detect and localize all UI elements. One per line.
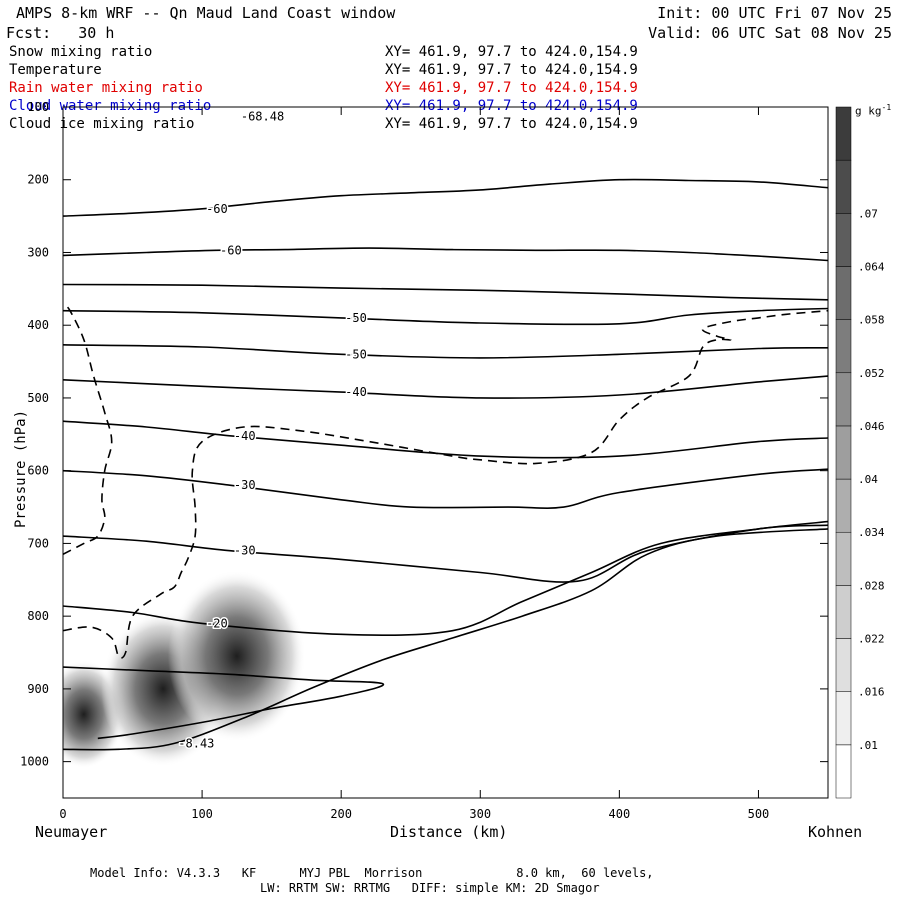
- field-name: Rain water mixing ratio: [9, 80, 203, 96]
- init-time: Init: 00 UTC Fri 07 Nov 25: [657, 4, 892, 22]
- field-name: Snow mixing ratio: [9, 44, 153, 60]
- colorbar-bin: [835, 372, 852, 427]
- y-tick-label: 500: [27, 391, 49, 405]
- temperature-contour: [63, 420, 828, 459]
- cloud-ice-contour: [63, 302, 113, 556]
- colorbar-tick-label: .04: [858, 473, 878, 486]
- contour-label: -50: [345, 311, 367, 325]
- cloud-ice-contour: [63, 309, 828, 659]
- field-xy-range: XY= 461.9, 97.7 to 424.0,154.9: [385, 62, 638, 78]
- temperature-contour: [63, 283, 828, 301]
- x-tick-label: 300: [469, 807, 491, 821]
- contour-label: -20: [206, 616, 228, 630]
- contour-label: -30: [234, 478, 256, 492]
- y-tick-label: 800: [27, 609, 49, 623]
- colorbar-tick-label: .058: [858, 314, 885, 327]
- colorbar-tick-label: .016: [858, 686, 885, 699]
- colorbar-tick-label: .064: [858, 260, 885, 273]
- colorbar-tick-label: .028: [858, 579, 885, 592]
- temperature-contour: [63, 344, 828, 359]
- annotation-label: -68.48: [241, 110, 284, 124]
- colorbar-tick-label: .046: [858, 420, 885, 433]
- temperature-contour: [63, 247, 828, 262]
- axes: 0 100 200 300 400 500 100 200 300 400 500 600 700 800…: [20, 100, 828, 821]
- y-tick-label: 1000: [20, 755, 49, 769]
- colorbar-tick-label: .01: [858, 739, 878, 752]
- x-tick-label: 200: [330, 807, 352, 821]
- field-name: Cloud water mixing ratio: [9, 98, 212, 114]
- colorbar-bin: [835, 744, 852, 799]
- x-tick-label: 100: [191, 807, 213, 821]
- plot-frame: [62, 106, 829, 799]
- temperature-contours: [63, 178, 828, 751]
- colorbar-bin: [835, 531, 852, 586]
- snow-shading: [63, 570, 306, 769]
- snow-maximum: [167, 570, 306, 743]
- model-info: Model Info: V4.3.3 KF MYJ PBL Morrison 8…: [90, 866, 654, 880]
- y-tick-label: 400: [27, 318, 49, 332]
- temperature-contour: [63, 468, 828, 509]
- y-axis-title: Pressure (hPa): [13, 409, 30, 529]
- physics-info: LW: RRTM SW: RRTMG DIFF: simple KM: 2D S…: [260, 881, 600, 895]
- y-tick-label: 200: [27, 173, 49, 187]
- temperature-contour: [63, 307, 828, 326]
- cloud-ice-contours: [63, 302, 828, 659]
- field-name: Temperature: [9, 62, 102, 78]
- colorbar-bin: [835, 319, 852, 374]
- temperature-contour: [63, 178, 828, 217]
- contour-label: -30: [234, 544, 256, 558]
- contour-labels: -60 -60 -50 -50 -40 -40 -30 -30 -20 -8.43 -68.48: [177, 110, 369, 752]
- colorbar-tick-label: .022: [858, 633, 885, 646]
- contour-label: -40: [234, 429, 256, 443]
- contour-label: -8.43: [178, 736, 214, 750]
- valid-time: Valid: 06 UTC Sat 08 Nov 25: [648, 24, 892, 42]
- y-tick-label: 600: [27, 464, 49, 478]
- colorbar: .01 .016 .022 .028 .034 .04 .046 .052 .058 .064 .0…: [835, 106, 885, 799]
- y-tick-label: 100: [27, 100, 49, 114]
- colorbar-bin: [835, 478, 852, 533]
- temperature-contour: [63, 528, 828, 751]
- x-tick-label: 400: [609, 807, 631, 821]
- contour-label: -60: [206, 202, 228, 216]
- contour-label: -40: [345, 385, 367, 399]
- colorbar-bin: [835, 159, 852, 214]
- field-name: Cloud ice mixing ratio: [9, 116, 195, 132]
- x-tick-label: 0: [59, 807, 66, 821]
- x-tick-label: 500: [748, 807, 770, 821]
- colorbar-bin: [835, 106, 852, 161]
- colorbar-unit: g kg-1: [855, 103, 892, 118]
- contour-label: -50: [345, 347, 367, 361]
- colorbar-bin: [835, 425, 852, 480]
- field-xy-range: XY= 461.9, 97.7 to 424.0,154.9: [385, 98, 638, 114]
- field-xy-range: XY= 461.9, 97.7 to 424.0,154.9: [385, 80, 638, 96]
- temperature-contour: [63, 666, 384, 740]
- chart-title: AMPS 8-km WRF -- Qn Maud Land Coast wind…: [16, 4, 396, 22]
- field-xy-range: XY= 461.9, 97.7 to 424.0,154.9: [385, 116, 638, 132]
- colorbar-tick-label: .052: [858, 367, 885, 380]
- forecast-hour: Fcst: 30 h: [6, 24, 115, 42]
- temperature-contour: [63, 520, 828, 636]
- y-tick-label: 700: [27, 536, 49, 550]
- colorbar-bin: [835, 691, 852, 746]
- colorbar-bin: [835, 213, 852, 267]
- colorbar-bin: [835, 266, 852, 320]
- colorbar-tick-label: .07: [858, 207, 878, 220]
- contour-label: -60: [220, 243, 242, 257]
- colorbar-bin: [835, 585, 852, 639]
- field-xy-range: XY= 461.9, 97.7 to 424.0,154.9: [385, 44, 638, 60]
- x-endpoint-right: Kohnen: [808, 823, 863, 841]
- y-tick-label: 300: [27, 245, 49, 259]
- colorbar-bin: [835, 638, 852, 692]
- x-endpoint-left: Neumayer: [35, 823, 108, 841]
- colorbar-tick-label: .034: [858, 526, 885, 539]
- temperature-contour: [63, 375, 828, 399]
- y-tick-label: 900: [27, 682, 49, 696]
- x-axis-title: Distance (km): [390, 823, 508, 841]
